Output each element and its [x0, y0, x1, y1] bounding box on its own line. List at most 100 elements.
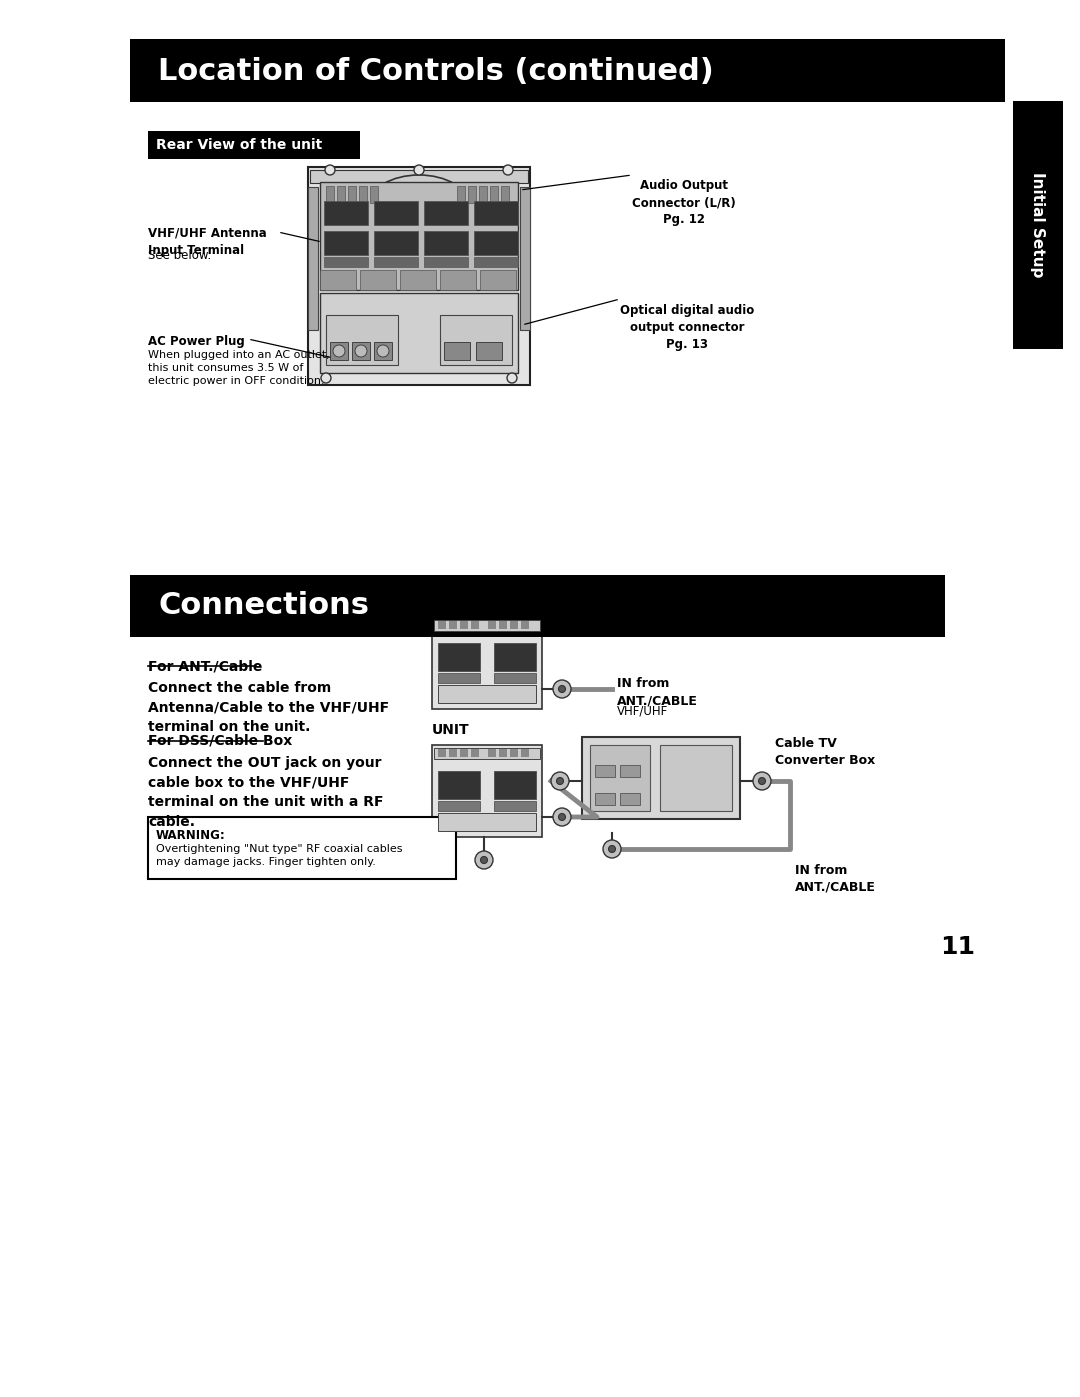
Circle shape [333, 345, 345, 358]
Text: Cable TV
Converter Box: Cable TV Converter Box [775, 738, 875, 767]
Text: When plugged into an AC outlet,
this unit consumes 3.5 W of
electric power in OF: When plugged into an AC outlet, this uni… [148, 351, 329, 387]
Bar [438, 749, 446, 757]
Circle shape [603, 840, 621, 858]
Bar [494, 800, 536, 812]
Bar [438, 685, 536, 703]
Bar [521, 622, 529, 629]
Bar [320, 270, 356, 291]
Bar [660, 745, 732, 812]
Bar [374, 201, 418, 225]
Bar [595, 793, 615, 805]
Text: IN from
ANT./CABLE: IN from ANT./CABLE [617, 678, 698, 707]
Bar [440, 270, 476, 291]
Bar [434, 747, 540, 759]
Bar [374, 342, 392, 360]
Circle shape [325, 165, 335, 175]
Bar [460, 622, 468, 629]
Bar [148, 817, 456, 879]
Bar [480, 270, 516, 291]
Bar [424, 257, 468, 267]
Bar [320, 293, 518, 373]
Circle shape [753, 773, 771, 789]
Text: AC Power Plug: AC Power Plug [148, 335, 245, 348]
Circle shape [558, 813, 566, 820]
Bar [374, 231, 418, 256]
Bar [348, 186, 356, 203]
Bar [438, 622, 446, 629]
Bar [510, 749, 518, 757]
Bar [308, 187, 318, 330]
Bar [326, 186, 334, 203]
Text: VHF/UHF: VHF/UHF [617, 705, 669, 718]
Bar [488, 622, 496, 629]
Bar [360, 270, 396, 291]
Text: Optical digital audio
output connector
Pg. 13: Optical digital audio output connector P… [620, 305, 754, 351]
Bar [521, 749, 529, 757]
Bar [490, 186, 498, 203]
Bar [476, 342, 502, 360]
Circle shape [377, 345, 389, 358]
Circle shape [503, 165, 513, 175]
Circle shape [321, 373, 330, 383]
Circle shape [414, 165, 424, 175]
Text: For ANT./Cable: For ANT./Cable [148, 659, 262, 673]
Text: IN from
ANT./CABLE: IN from ANT./CABLE [795, 863, 876, 894]
Text: See below.: See below. [148, 249, 211, 263]
Circle shape [553, 807, 571, 826]
Bar [480, 186, 487, 203]
Bar [499, 622, 507, 629]
Bar [471, 749, 480, 757]
Circle shape [551, 773, 569, 789]
Text: UNIT: UNIT [432, 724, 470, 738]
Bar [352, 342, 370, 360]
Bar [326, 314, 399, 365]
Bar [460, 749, 468, 757]
Bar [499, 749, 507, 757]
Bar [595, 766, 615, 777]
Bar [494, 673, 536, 683]
Bar [1013, 101, 1063, 349]
Text: Initial Setup: Initial Setup [1030, 172, 1045, 278]
Circle shape [556, 778, 564, 785]
Bar [582, 738, 740, 819]
Bar [370, 186, 378, 203]
Text: Connections: Connections [158, 591, 369, 620]
Bar [494, 771, 536, 799]
Bar [494, 643, 536, 671]
Bar [501, 186, 509, 203]
Text: Connect the cable from
Antenna/Cable to the VHF/UHF
terminal on the unit.: Connect the cable from Antenna/Cable to … [148, 680, 389, 733]
Bar [324, 257, 368, 267]
Bar [510, 622, 518, 629]
Bar [432, 745, 542, 837]
Bar [438, 643, 480, 671]
Bar [434, 620, 540, 631]
Text: Connect the OUT jack on your
cable box to the VHF/UHF
terminal on the unit with : Connect the OUT jack on your cable box t… [148, 756, 383, 828]
Bar [359, 186, 367, 203]
Bar [488, 749, 496, 757]
Bar [424, 231, 468, 256]
Bar [148, 131, 360, 159]
Text: VHF/UHF Antenna
Input Terminal: VHF/UHF Antenna Input Terminal [148, 226, 267, 257]
Bar [440, 314, 512, 365]
Circle shape [481, 856, 487, 863]
Circle shape [475, 851, 492, 869]
Bar [449, 749, 457, 757]
Bar [471, 622, 480, 629]
Bar [590, 745, 650, 812]
Bar [374, 257, 418, 267]
Bar [449, 622, 457, 629]
Bar [310, 170, 528, 183]
Bar [432, 617, 542, 710]
Bar [400, 270, 436, 291]
Bar [519, 187, 530, 330]
Bar [130, 576, 945, 637]
Bar [620, 793, 640, 805]
Text: Audio Output
Connector (L/R)
Pg. 12: Audio Output Connector (L/R) Pg. 12 [632, 179, 735, 226]
Bar [474, 201, 518, 225]
Text: Location of Controls (continued): Location of Controls (continued) [158, 56, 714, 85]
Circle shape [758, 778, 766, 785]
Text: 11: 11 [940, 935, 975, 958]
Bar [438, 771, 480, 799]
Bar [324, 201, 368, 225]
Bar [468, 186, 476, 203]
